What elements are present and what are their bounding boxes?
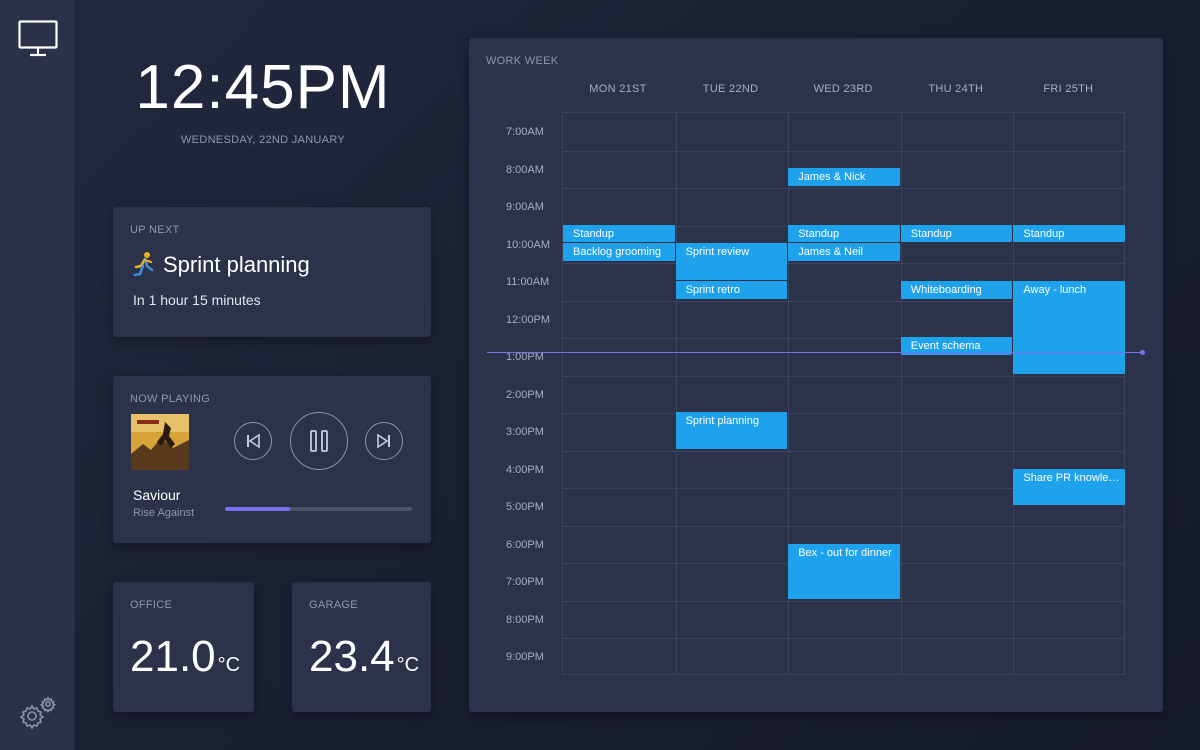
grid-column-line (900, 113, 902, 674)
up-next-title: UP NEXT (130, 224, 180, 236)
previous-track-button[interactable] (234, 422, 272, 460)
pause-button[interactable] (290, 412, 348, 470)
grid-row-line (563, 338, 1124, 340)
day-header: MON 21ST (589, 83, 647, 95)
now-playing-title: NOW PLAYING (130, 393, 211, 405)
temperature-value: 21.0 (130, 632, 216, 681)
artist-name: Rise Against (133, 507, 195, 519)
sensor-label: OFFICE (130, 599, 173, 611)
current-time-line (487, 350, 1145, 356)
calendar-event[interactable]: Standup (1013, 224, 1125, 243)
playback-progress-fill (225, 507, 291, 511)
time-label: 1:00PM (506, 351, 544, 364)
grid-row-line (563, 450, 1124, 452)
grid-row-line (563, 488, 1124, 490)
grid-row-line (563, 413, 1124, 415)
day-header: FRI 25TH (1043, 83, 1094, 95)
playback-progress[interactable] (225, 507, 412, 511)
grid-row-line (563, 600, 1124, 602)
calendar-event[interactable]: Bex - out for dinner (788, 543, 900, 599)
grid-row-line (563, 638, 1124, 640)
calendar-event[interactable]: Share PR knowledge (1013, 468, 1125, 506)
sensor-temperature: 21.0 °C (130, 632, 240, 682)
calendar-event[interactable]: Sprint review (675, 243, 788, 280)
garage-temperature-card: GARAGE 23.4 °C (292, 582, 431, 712)
skip-previous-icon (247, 433, 260, 449)
calendar-event[interactable]: Sprint retro (675, 280, 788, 299)
calendar-event[interactable]: Sprint planning (675, 412, 788, 449)
now-playing-card: NOW PLAYING Saviour Rise Against (113, 376, 431, 543)
up-next-event: Sprint planning (163, 252, 310, 277)
time-label: 4:00PM (506, 463, 544, 476)
grid-row-line (563, 300, 1124, 302)
temperature-value: 23.4 (309, 632, 395, 681)
work-week-calendar: WORK WEEK MON 21ST TUE 22ND WED 23RD THU 24… (469, 38, 1163, 712)
pause-icon (310, 430, 328, 452)
calendar-event[interactable]: Standup (788, 224, 900, 243)
up-next-countdown: In 1 hour 15 minutes (133, 292, 261, 308)
sensor-label: GARAGE (309, 599, 358, 611)
time-label: 12:00PM (506, 313, 551, 326)
clock-time: 12:45PM (135, 53, 391, 122)
next-track-button[interactable] (365, 422, 403, 460)
grid-column-line (675, 113, 677, 674)
time-label: 11:00AM (506, 276, 550, 289)
time-label: 8:00PM (506, 613, 544, 626)
calendar-event[interactable]: Event schema (900, 337, 1013, 355)
current-time-dot (1140, 350, 1145, 356)
temperature-unit: °C (217, 654, 241, 676)
grid-row-line (563, 263, 1124, 265)
time-label: 7:00PM (506, 576, 544, 589)
grid-column-line (788, 113, 790, 674)
calendar-event[interactable]: James & Neil (788, 243, 900, 262)
time-label: 9:00AM (506, 201, 544, 214)
song-title: Saviour (133, 487, 181, 503)
time-label: 5:00PM (506, 501, 544, 514)
grid-row-line (563, 150, 1124, 152)
time-label: 10:00AM (506, 238, 551, 251)
clock-date: WEDNESDAY, 22ND JANUARY (181, 134, 345, 146)
settings-gears-icon[interactable] (18, 694, 58, 730)
time-label: 9:00PM (506, 651, 544, 664)
sidebar (0, 0, 75, 750)
monitor-icon[interactable] (18, 20, 58, 58)
grid-column-line (1013, 113, 1015, 674)
album-art (131, 414, 189, 470)
time-label: 2:00PM (506, 388, 544, 401)
calendar-event[interactable]: Standup (900, 224, 1013, 243)
calendar-event[interactable]: Whiteboarding (900, 280, 1013, 299)
day-header: THU 24TH (928, 83, 984, 95)
time-label: 7:00AM (506, 126, 544, 138)
calendar-event[interactable]: Backlog grooming (563, 243, 675, 262)
grid-row-line (563, 188, 1124, 190)
day-header: WED 23RD (813, 83, 873, 95)
sensor-temperature: 23.4 °C (309, 632, 419, 682)
time-label: 6:00PM (506, 538, 544, 551)
grid-row-line (563, 525, 1124, 527)
calendar-event[interactable]: Standup (563, 224, 675, 243)
skip-next-icon (377, 433, 390, 449)
up-next-card[interactable]: UP NEXT Sprint planning In 1 hour 15 min… (113, 207, 431, 337)
calendar-event[interactable]: James & Nick (788, 168, 900, 187)
temperature-unit: °C (396, 654, 420, 676)
runner-icon (133, 252, 154, 277)
grid-row-line (563, 375, 1124, 377)
time-label: 3:00PM (506, 426, 544, 439)
office-temperature-card: OFFICE 21.0 °C (113, 582, 254, 712)
calendar-title: WORK WEEK (486, 55, 559, 67)
day-header: TUE 22ND (702, 83, 759, 95)
time-label: 8:00AM (506, 163, 544, 176)
calendar-event[interactable]: Away - lunch (1013, 280, 1125, 374)
